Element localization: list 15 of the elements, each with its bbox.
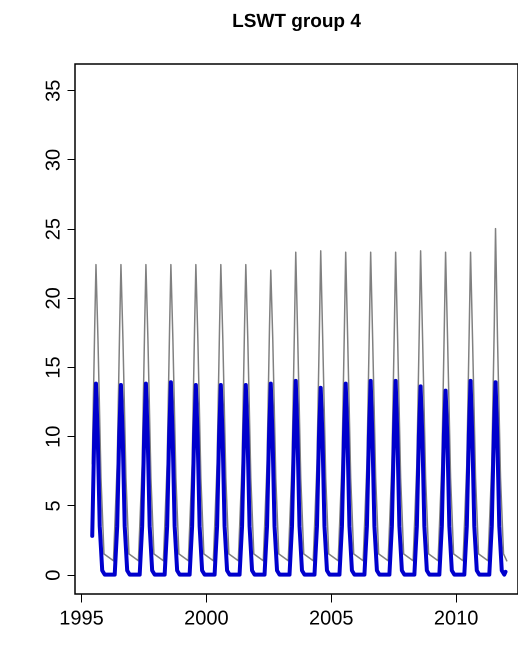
x-tick-label: 2000 — [184, 608, 229, 630]
y-tick-label: 15 — [42, 356, 64, 379]
x-tick-label: 1995 — [59, 608, 104, 630]
x-tick-label: 2005 — [308, 608, 354, 630]
y-tick-label: 20 — [42, 287, 64, 310]
y-tick-label: 25 — [42, 218, 64, 240]
line-series — [91, 228, 508, 562]
y-tick-label: 0 — [42, 570, 64, 581]
x-tick-label: 2010 — [434, 608, 478, 630]
y-tick-label: 30 — [42, 148, 64, 172]
y-tick-label: 5 — [42, 500, 64, 512]
y-tick-label: 35 — [42, 80, 64, 102]
y-tick-label: 10 — [42, 426, 64, 448]
chart-title: LSWT group 4 — [232, 11, 362, 32]
line-series — [90, 378, 508, 577]
